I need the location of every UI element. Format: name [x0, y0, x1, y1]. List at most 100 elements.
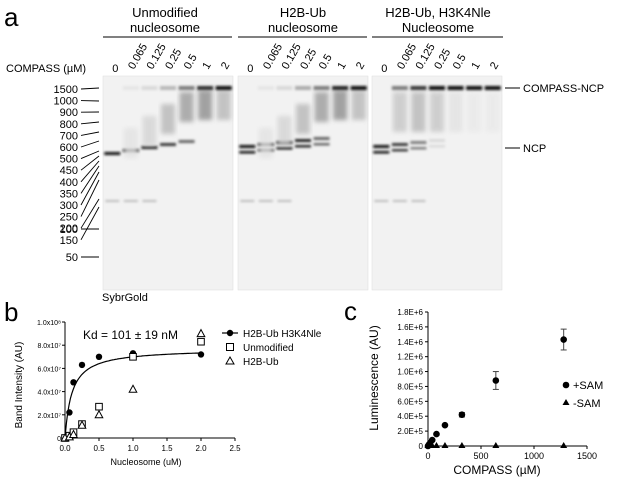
complex-band [350, 86, 367, 90]
ncp-band [373, 145, 390, 148]
ladder-tick [80, 160, 100, 183]
complex-band [141, 86, 158, 90]
ncp-band [141, 146, 158, 149]
point-minus-sam [441, 442, 449, 448]
y-tick-label: 1.2E+6 [397, 353, 423, 362]
smear [258, 128, 273, 158]
legend-label: H2B-Ub H3K4Nle [243, 329, 322, 340]
ncp-band-lower [429, 145, 445, 148]
point-plus-sam [441, 421, 449, 429]
ladder-tick [80, 87, 100, 90]
ladder-label: 450 [60, 165, 78, 177]
complex-band [447, 86, 464, 90]
smear [277, 116, 292, 146]
panel-b-letter: b [4, 297, 18, 327]
complex-band [484, 86, 501, 90]
ncp-band [313, 137, 330, 140]
group-3-line1: H2B-Ub, H3K4Nle [385, 5, 491, 20]
gel-2 [237, 75, 369, 291]
group-2-line2: nucleosome [268, 20, 338, 35]
smear [467, 92, 482, 132]
point-h2bub [68, 429, 79, 439]
point-plus-sam [433, 430, 440, 438]
x-tick-label: 1.0 [127, 444, 139, 453]
ncp-band [295, 139, 311, 142]
y-tick-label: 4.0E+5 [397, 412, 423, 421]
legend-marker [225, 355, 235, 365]
panel-c-axes: 0 500 1000 1500 0 2.0E+5 4.0E+5 6.0E+5 8.0E+5 1.0… [397, 308, 597, 461]
y-tick-label: 2.0E+5 [397, 427, 423, 436]
complex-band [391, 86, 408, 90]
y-tick-label: 6.0x10⁷ [37, 366, 61, 373]
point-plus-sam [560, 336, 567, 343]
complex-band [276, 86, 293, 90]
panel-b-plot [60, 328, 206, 442]
ncp-band [239, 145, 256, 148]
y-tick-label: 1.6E+6 [397, 323, 423, 332]
point-h2bub [196, 328, 206, 338]
smear [392, 92, 407, 132]
x-tick-label: 0.5 [93, 444, 105, 453]
y-tick-label: 8.0x10⁷ [37, 343, 61, 350]
ladder-tick [80, 179, 100, 217]
gel-images [102, 75, 503, 291]
faint-band [240, 200, 255, 202]
lane-label: 1 [200, 60, 213, 71]
x-tick-label: 500 [473, 451, 488, 461]
smear [314, 92, 329, 122]
point-h2bub [77, 420, 87, 429]
complex-band [466, 86, 483, 90]
ncp-band [410, 141, 427, 144]
legend-marker [562, 399, 570, 405]
compass-label: COMPASS (µM) [6, 63, 86, 75]
lane-label: 0.5 [317, 52, 335, 71]
ncp-band-lower [410, 147, 427, 150]
complex-band [257, 86, 274, 90]
faint-band [411, 200, 426, 202]
complex-band [160, 86, 176, 90]
point-h2bub-h3k4nle [70, 379, 77, 386]
ncp-band [391, 143, 408, 146]
lane-label: 2 [354, 60, 367, 71]
panel-c-legend: +SAM -SAM [562, 380, 603, 410]
point-minus-sam [560, 442, 568, 448]
group-2-line1: H2B-Ub [280, 5, 326, 20]
x-tick-label: 0 [425, 451, 430, 461]
faint-band [105, 200, 120, 202]
point-unmodified [95, 402, 103, 411]
ladder-label: 400 [60, 177, 78, 189]
faint-band [258, 200, 273, 202]
faint-band [374, 200, 389, 202]
smear [448, 92, 463, 132]
ladder-label: 1500 [54, 84, 78, 96]
ncp-band [429, 139, 445, 142]
panel-b-xlabel: Nucleosome (uM) [110, 457, 181, 467]
y-tick-label: 0 [57, 436, 61, 443]
ncp-band-lower [276, 147, 293, 150]
ladder-tick [80, 206, 100, 241]
faint-band [142, 200, 157, 202]
panel-b-kd: Kd = 101 ± 19 nM [83, 328, 178, 342]
faint-band [392, 200, 407, 202]
x-tick-label: 1.5 [161, 444, 173, 453]
panel-b-axes: 0.0 0.5 1.0 1.5 2.0 2.5 0 2.0x10⁷ 4.0x10⁷ 6.0x10⁷… [37, 320, 241, 453]
panel-c-xlabel: COMPASS (µM) [453, 463, 540, 477]
complex-band [313, 86, 330, 90]
point-minus-sam [492, 442, 500, 448]
group-1-line1: Unmodified [132, 5, 198, 20]
ncp-band [178, 140, 195, 143]
complex-band [429, 86, 445, 90]
complex-band [122, 86, 139, 90]
ladder-label: 200 [60, 223, 78, 235]
point-h2bub-h3k4nle [66, 409, 73, 416]
complex-band [332, 86, 349, 90]
point-minus-sam [458, 442, 466, 448]
lane-label: 2 [219, 60, 232, 71]
panel-a: a Unmodified nucleosome H2B-Ub nucleosom… [4, 2, 604, 304]
x-tick-label: 0.0 [59, 444, 71, 453]
ladder-label: 700 [60, 130, 78, 142]
ladder-tick [80, 131, 100, 136]
complex-band-label: COMPASS-NCP [523, 83, 604, 95]
